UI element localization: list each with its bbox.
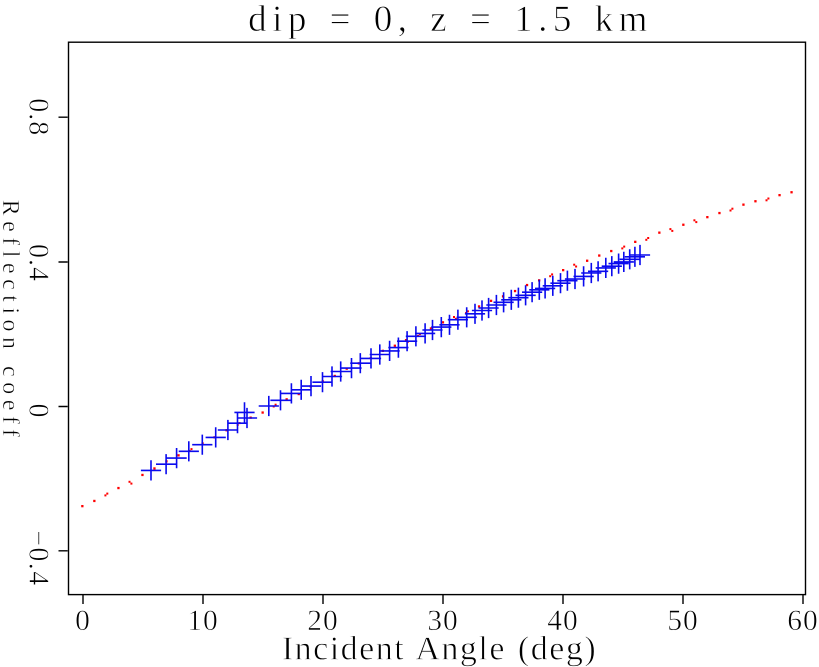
svg-text:0.4: 0.4 [23,244,54,282]
svg-text:50: 50 [667,605,699,637]
svg-text:40: 40 [547,605,579,637]
svg-text:Incident Angle (deg): Incident Angle (deg) [282,631,597,667]
svg-text:60: 60 [787,605,819,637]
svg-text:0: 0 [23,404,54,419]
svg-text:dip = 0, z = 1.5 km: dip = 0, z = 1.5 km [248,0,653,40]
svg-text:10: 10 [187,605,219,637]
svg-text:0: 0 [75,605,91,637]
svg-text:30: 30 [427,605,459,637]
svg-text:−0.4: −0.4 [23,530,54,586]
svg-text:Reflection coeff: Reflection coeff [0,200,23,443]
svg-text:0.8: 0.8 [23,98,54,136]
svg-text:20: 20 [307,605,339,637]
